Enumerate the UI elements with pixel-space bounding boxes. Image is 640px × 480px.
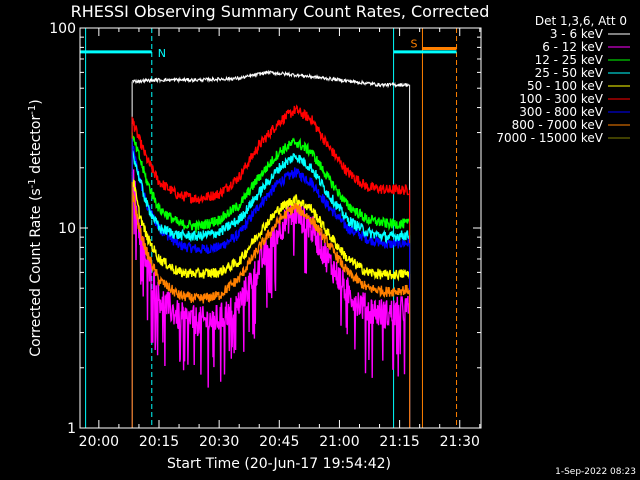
legend-label: 12 - 25 keV bbox=[535, 53, 604, 67]
legend-label: 7000 - 15000 keV bbox=[496, 131, 603, 145]
legend-title: Det 1,3,6, Att 0 bbox=[535, 14, 627, 28]
y-tick-label: 10 bbox=[58, 221, 76, 237]
legend-label: 25 - 50 keV bbox=[535, 66, 604, 80]
series-line bbox=[131, 150, 410, 244]
legend-label: 100 - 300 keV bbox=[519, 92, 603, 106]
x-tick-label: 20:30 bbox=[199, 434, 239, 450]
x-tick-label: 21:15 bbox=[379, 434, 419, 450]
y-tick-label: 100 bbox=[49, 21, 76, 37]
series-line bbox=[131, 191, 410, 304]
x-tick-label: 21:00 bbox=[319, 434, 359, 450]
series-line bbox=[131, 142, 410, 255]
x-tick-label: 20:45 bbox=[259, 434, 299, 450]
mode-label: S bbox=[410, 37, 417, 50]
x-tick-label: 20:00 bbox=[79, 434, 119, 450]
footer-date: 1-Sep-2022 08:23 bbox=[555, 467, 636, 477]
series-line bbox=[131, 104, 410, 204]
chart-title: RHESSI Observing Summary Count Rates, Co… bbox=[71, 2, 490, 21]
legend-label: 6 - 12 keV bbox=[542, 40, 604, 54]
series-line bbox=[131, 169, 410, 388]
x-tick-label: 20:15 bbox=[139, 434, 179, 450]
series-line bbox=[131, 174, 410, 282]
x-tick-label: 21:30 bbox=[440, 434, 480, 450]
series-line bbox=[132, 69, 410, 89]
y-tick-label: 1 bbox=[67, 421, 76, 437]
legend-label: 50 - 100 keV bbox=[527, 79, 604, 93]
legend-label: 3 - 6 keV bbox=[550, 27, 604, 41]
legend-label: 300 - 800 keV bbox=[519, 105, 603, 119]
legend-label: 800 - 7000 keV bbox=[512, 118, 604, 132]
y-axis-label: Corrected Count Rate (s-1 detector-1) bbox=[27, 99, 44, 356]
series-line bbox=[131, 132, 410, 234]
x-axis-label: Start Time (20-Jun-17 19:54:42) bbox=[167, 456, 391, 472]
mode-label: N bbox=[158, 47, 166, 60]
